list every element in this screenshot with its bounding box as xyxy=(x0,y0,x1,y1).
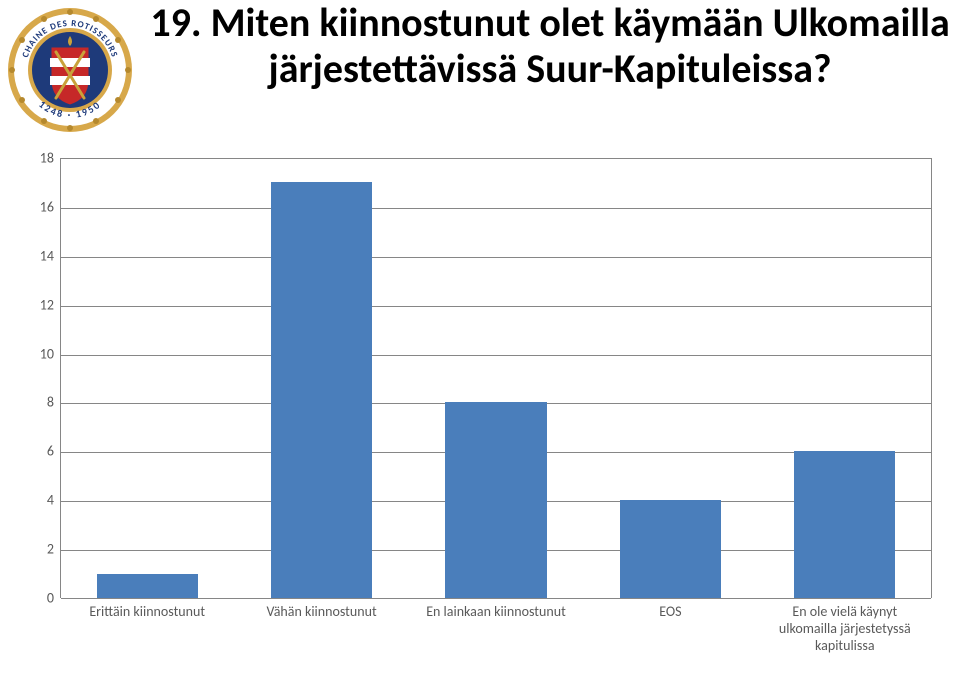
bar xyxy=(620,500,721,598)
y-axis-label: 0 xyxy=(24,590,54,607)
bar xyxy=(271,182,372,598)
x-axis-line xyxy=(61,598,931,599)
y-axis-label: 14 xyxy=(24,247,54,264)
x-axis-label: Vähän kiinnostunut xyxy=(234,604,408,621)
x-axis-label: Erittäin kiinnostunut xyxy=(60,604,234,621)
x-axis-label: En ole vielä käynytulkomailla järjestety… xyxy=(758,604,932,654)
x-axis-label: EOS xyxy=(583,604,757,621)
bar xyxy=(794,451,895,598)
organization-logo: CHAINE DES ROTISSEURS 1248 · 1950 xyxy=(6,6,134,134)
chart-title: 19. Miten kiinnostunut olet käymään Ulko… xyxy=(150,0,950,92)
y-axis-label: 18 xyxy=(24,150,54,167)
y-axis-label: 10 xyxy=(24,345,54,362)
y-axis-label: 8 xyxy=(24,394,54,411)
y-axis-label: 16 xyxy=(24,198,54,215)
y-axis-label: 2 xyxy=(24,541,54,558)
x-axis-label: En lainkaan kiinnostunut xyxy=(409,604,583,621)
bar xyxy=(445,402,546,598)
bar-chart: 024681012141618 Erittäin kiinnostunutVäh… xyxy=(28,158,932,656)
y-axis-label: 6 xyxy=(24,443,54,460)
bar xyxy=(97,574,198,598)
y-axis-label: 4 xyxy=(24,492,54,509)
y-axis-label: 12 xyxy=(24,296,54,313)
